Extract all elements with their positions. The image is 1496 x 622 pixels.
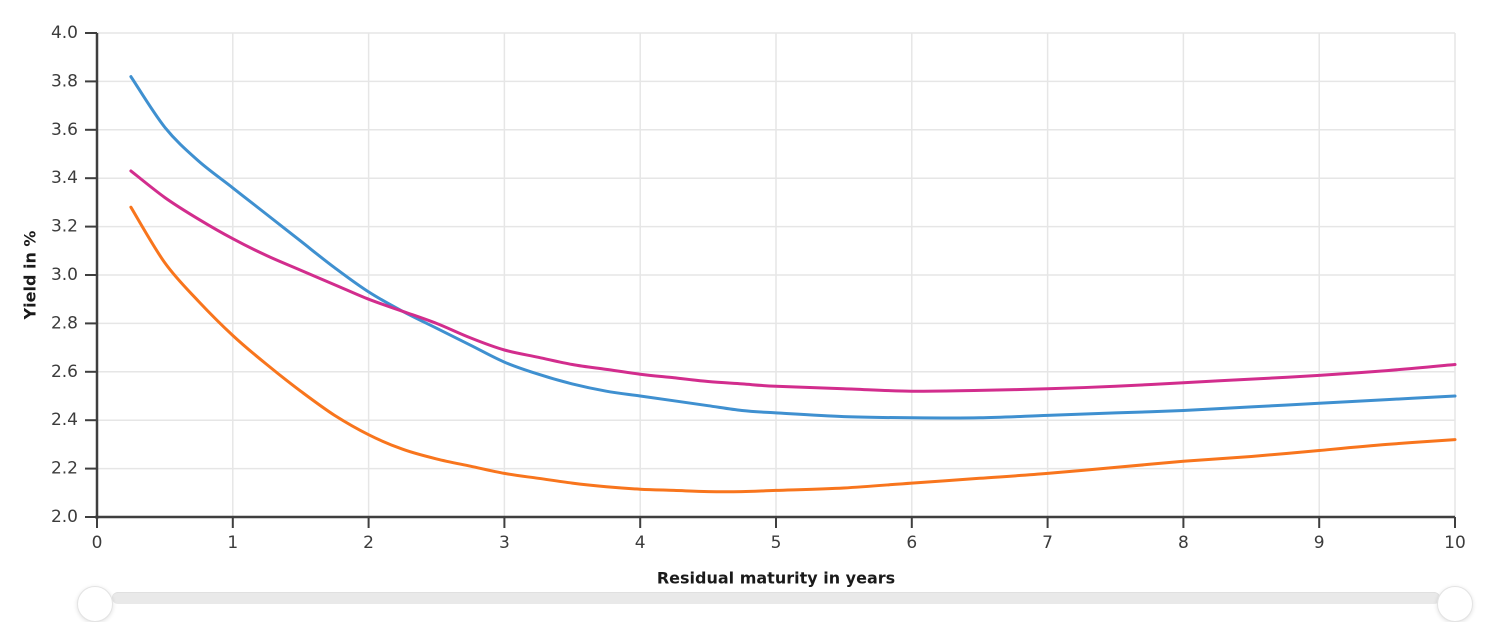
x-tick-label: 5 — [771, 533, 782, 553]
y-tick-label: 2.2 — [51, 459, 78, 479]
x-tick-label: 8 — [1178, 533, 1189, 553]
y-tick-label: 2.6 — [51, 362, 78, 382]
y-tick-label: 3.0 — [51, 265, 78, 285]
x-tick-label: 9 — [1314, 533, 1325, 553]
y-tick-label: 3.2 — [51, 217, 78, 237]
y-tick-label: 3.6 — [51, 120, 78, 140]
range-slider-left-handle[interactable] — [77, 586, 113, 622]
y-tick-label: 2.4 — [51, 410, 78, 430]
y-tick-label: 3.4 — [51, 168, 78, 188]
x-tick-label: 0 — [92, 533, 103, 553]
x-tick-label: 1 — [227, 533, 238, 553]
range-slider-track[interactable] — [112, 592, 1440, 604]
x-tick-label: 2 — [363, 533, 374, 553]
x-tick-label: 6 — [906, 533, 917, 553]
y-tick-label: 2.0 — [51, 507, 78, 527]
x-tick-label: 7 — [1042, 533, 1053, 553]
x-tick-label: 10 — [1444, 533, 1466, 553]
y-tick-label: 4.0 — [51, 23, 78, 43]
y-tick-label: 3.8 — [51, 71, 78, 91]
y-tick-label: 2.8 — [51, 313, 78, 333]
x-tick-label: 4 — [635, 533, 646, 553]
series-path-orange-curve[interactable] — [129, 205, 1457, 494]
y-axis-title: Yield in % — [20, 230, 40, 320]
series-path-blue-curve[interactable] — [129, 75, 1457, 420]
x-tick-label: 3 — [499, 533, 510, 553]
yield-curve-chart: 2.0 2.2 2.4 2.6 2.8 3.0 3.2 3.4 3.6 3.8 4.0 0 1 2 3 4 5 6… — [51, 23, 1466, 553]
x-axis-title: Residual maturity in years — [656, 568, 896, 588]
range-slider-right-handle[interactable] — [1437, 586, 1473, 622]
series-path-pink-curve[interactable] — [129, 169, 1457, 393]
